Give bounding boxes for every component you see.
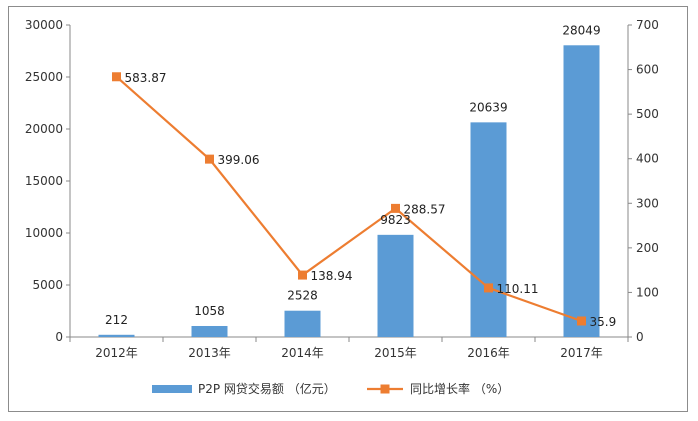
legend-bar-label: P2P 网贷交易额 （亿元） bbox=[198, 381, 336, 396]
line-data-label: 35.9 bbox=[590, 315, 617, 329]
bar-data-label: 9823 bbox=[380, 213, 411, 227]
line-marker bbox=[577, 316, 586, 326]
bar-data-label: 28049 bbox=[562, 23, 600, 37]
x-tick-label: 2017年 bbox=[560, 346, 603, 360]
left-tick-label: 30000 bbox=[25, 18, 63, 32]
bar bbox=[191, 325, 228, 337]
legend: P2P 网贷交易额 （亿元） 同比增长率 （%） bbox=[152, 381, 509, 396]
x-tick-label: 2016年 bbox=[467, 346, 510, 360]
right-tick-label: 300 bbox=[636, 196, 659, 210]
legend-line-marker bbox=[380, 384, 390, 394]
left-tick-label: 5000 bbox=[32, 278, 63, 292]
line-marker bbox=[391, 203, 400, 213]
right-y-axis: 0 100 200 300 400 500 600 700 bbox=[627, 18, 659, 344]
legend-bar-swatch bbox=[152, 385, 192, 393]
line-marker bbox=[298, 270, 307, 280]
growth-line bbox=[115, 75, 582, 323]
line-series bbox=[112, 72, 586, 326]
line-marker bbox=[112, 72, 121, 82]
right-tick-label: 100 bbox=[636, 285, 659, 299]
bar-series bbox=[98, 45, 600, 337]
bar-data-label: 1058 bbox=[194, 304, 225, 318]
left-tick-label: 0 bbox=[55, 330, 63, 344]
left-tick-label: 25000 bbox=[25, 70, 63, 84]
line-data-label: 583.87 bbox=[125, 71, 167, 85]
bar bbox=[377, 234, 414, 337]
x-tick-label: 2015年 bbox=[374, 346, 417, 360]
line-marker bbox=[205, 154, 214, 164]
bar bbox=[563, 45, 600, 337]
left-tick-label: 20000 bbox=[25, 122, 63, 136]
x-tick-label: 2012年 bbox=[95, 346, 138, 360]
legend-line-label: 同比增长率 （%） bbox=[410, 381, 509, 396]
line-data-label: 399.06 bbox=[218, 153, 260, 167]
bar-data-label: 2528 bbox=[287, 289, 318, 303]
right-tick-label: 600 bbox=[636, 63, 659, 77]
bar-data-label: 20639 bbox=[469, 100, 507, 114]
line-marker bbox=[484, 283, 493, 293]
bar bbox=[98, 334, 135, 337]
right-tick-label: 500 bbox=[636, 107, 659, 121]
bar bbox=[284, 310, 321, 337]
left-tick-label: 10000 bbox=[25, 226, 63, 240]
right-tick-label: 0 bbox=[636, 330, 644, 344]
line-data-label: 138.94 bbox=[311, 269, 353, 283]
right-tick-label: 400 bbox=[636, 152, 659, 166]
right-tick-label: 700 bbox=[636, 18, 659, 32]
bar-data-label: 212 bbox=[105, 313, 128, 327]
left-y-axis: 0 5000 10000 15000 20000 25000 30000 bbox=[25, 18, 71, 344]
right-tick-label: 200 bbox=[636, 241, 659, 255]
line-data-label: 110.11 bbox=[497, 282, 539, 296]
x-tick-label: 2013年 bbox=[188, 346, 231, 360]
line-data-label: 288.57 bbox=[404, 202, 446, 216]
left-tick-label: 15000 bbox=[25, 174, 63, 188]
x-tick-label: 2014年 bbox=[281, 346, 324, 360]
data-labels: 212 1058 2528 9823 20639 28049 583.87 399.06 138… bbox=[105, 23, 616, 329]
x-axis: 2012年 2013年 2014年 2015年 2016年 2017年 bbox=[69, 336, 629, 360]
bar bbox=[470, 122, 507, 337]
